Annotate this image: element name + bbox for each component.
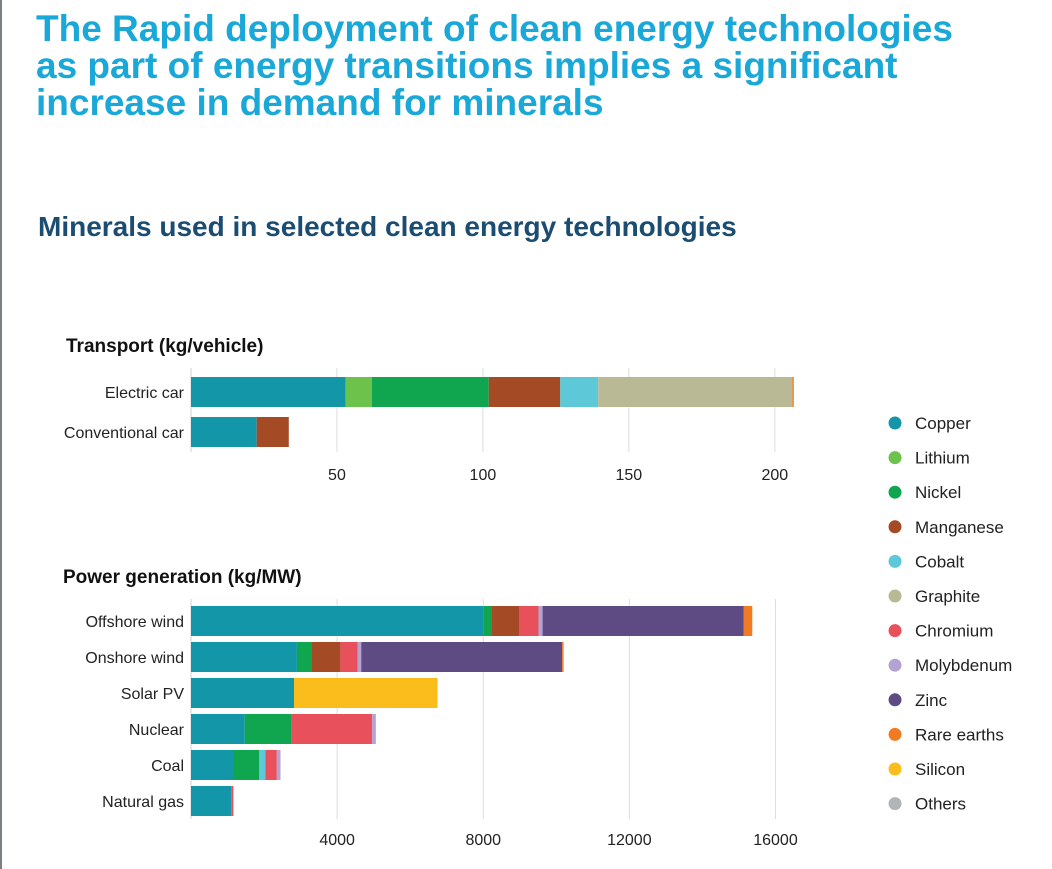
x-tick-label-4000: 4000 [319, 832, 355, 849]
bar-onshore-wind-molybdenum [357, 642, 362, 672]
legend-label-chromium: Chromium [915, 622, 993, 641]
legend-swatch-nickel [888, 485, 902, 499]
category-label-coal: Coal [151, 758, 184, 775]
bar-solar-pv-copper [191, 678, 295, 708]
transport-panel-title: Transport (kg/vehicle) [66, 336, 263, 357]
legend: Copper Lithium Nickel Manganese Cobalt Graphi… [888, 414, 1012, 814]
bar-coal-cobalt [259, 750, 266, 780]
x-tick-label-8000: 8000 [465, 832, 501, 849]
bar-electric-car-lithium [345, 377, 372, 407]
legend-swatch-rare-earths [888, 727, 902, 741]
x-tick-label-50: 50 [328, 467, 346, 484]
bar-onshore-wind-manganese [311, 642, 341, 672]
legend-label-cobalt: Cobalt [915, 552, 964, 571]
bar-offshore-wind-chromium [519, 606, 539, 636]
legend-swatch-zinc [888, 693, 902, 707]
bar-onshore-wind-nickel [296, 642, 312, 672]
main-title-line-2: as part of energy transitions implies a … [36, 45, 898, 86]
category-label-conventional-car: Conventional car [64, 425, 185, 442]
bar-offshore-wind-molybdenum [538, 606, 543, 636]
transport-chart: Electric car Conventional car 50 100 150 200 [64, 368, 794, 484]
x-tick-label-16000: 16000 [753, 832, 798, 849]
bar-coal-nickel [233, 750, 260, 780]
x-tick-label-200: 200 [761, 467, 788, 484]
legend-swatch-lithium [888, 451, 902, 465]
bar-electric-car-graphite [598, 377, 793, 407]
bar-coal-copper [191, 750, 234, 780]
legend-label-zinc: Zinc [915, 691, 948, 710]
bar-conventional-car-manganese [256, 417, 289, 447]
bar-nuclear-molybdenum [372, 714, 376, 744]
power-generation-chart: Offshore wind Onshore wind Solar PV Nuclear… [85, 599, 798, 849]
x-tick-label-100: 100 [470, 467, 497, 484]
legend-label-copper: Copper [915, 414, 971, 433]
legend-label-graphite: Graphite [915, 587, 980, 606]
x-tick-label-150: 150 [616, 467, 643, 484]
legend-label-silicon: Silicon [915, 760, 965, 779]
category-label-natural-gas: Natural gas [102, 794, 184, 811]
bar-nuclear-chromium [291, 714, 373, 744]
legend-swatch-cobalt [888, 554, 902, 568]
legend-label-rare-earths: Rare earths [915, 725, 1004, 744]
category-label-offshore-wind: Offshore wind [86, 614, 184, 631]
bar-offshore-wind-copper [191, 606, 484, 636]
legend-label-molybdenum: Molybdenum [915, 656, 1012, 675]
main-title-line-1: The Rapid deployment of clean energy tec… [36, 8, 953, 49]
category-label-nuclear: Nuclear [129, 722, 185, 739]
category-label-onshore-wind: Onshore wind [85, 650, 184, 667]
legend-label-lithium: Lithium [915, 449, 970, 468]
bar-offshore-wind-manganese [492, 606, 520, 636]
bar-electric-car-manganese [488, 377, 561, 407]
bar-offshore-wind-nickel [483, 606, 493, 636]
bar-onshore-wind-zinc [361, 642, 563, 672]
legend-swatch-graphite [888, 589, 902, 603]
bar-electric-car-copper [191, 377, 346, 407]
bar-conventional-car-copper [191, 417, 257, 447]
legend-swatch-silicon [888, 762, 902, 776]
bar-onshore-wind-chromium [340, 642, 358, 672]
legend-swatch-others [888, 797, 902, 811]
bar-electric-car-rare-earths [792, 377, 794, 407]
legend-swatch-chromium [888, 624, 902, 638]
bar-solar-pv-silicon [294, 678, 438, 708]
bar-nuclear-nickel [244, 714, 292, 744]
page-left-edge [0, 0, 2, 869]
legend-swatch-molybdenum [888, 658, 902, 672]
bar-nuclear-copper [191, 714, 245, 744]
legend-label-manganese: Manganese [915, 518, 1004, 537]
bar-natural-gas-chromium [231, 786, 234, 816]
bar-electric-car-cobalt [560, 377, 599, 407]
bar-coal-chromium [265, 750, 277, 780]
legend-label-others: Others [915, 795, 966, 814]
main-title: The Rapid deployment of clean energy tec… [36, 10, 1046, 121]
legend-swatch-copper [888, 416, 902, 430]
category-label-solar-pv: Solar PV [121, 686, 184, 703]
bar-onshore-wind-copper [191, 642, 297, 672]
bar-onshore-wind-rare-earths [562, 642, 564, 672]
category-label-electric-car: Electric car [105, 385, 185, 402]
x-tick-label-12000: 12000 [607, 832, 652, 849]
bar-offshore-wind-rare-earths [743, 606, 753, 636]
power-panel-title: Power generation (kg/MW) [63, 567, 302, 588]
legend-swatch-manganese [888, 520, 902, 534]
bar-coal-molybdenum [276, 750, 281, 780]
bar-electric-car-nickel [371, 377, 489, 407]
bar-offshore-wind-zinc [542, 606, 744, 636]
bar-natural-gas-copper [191, 786, 232, 816]
chart-subtitle: Minerals used in selected clean energy t… [38, 211, 737, 242]
main-title-line-3: increase in demand for minerals [36, 82, 604, 123]
legend-label-nickel: Nickel [915, 483, 961, 502]
